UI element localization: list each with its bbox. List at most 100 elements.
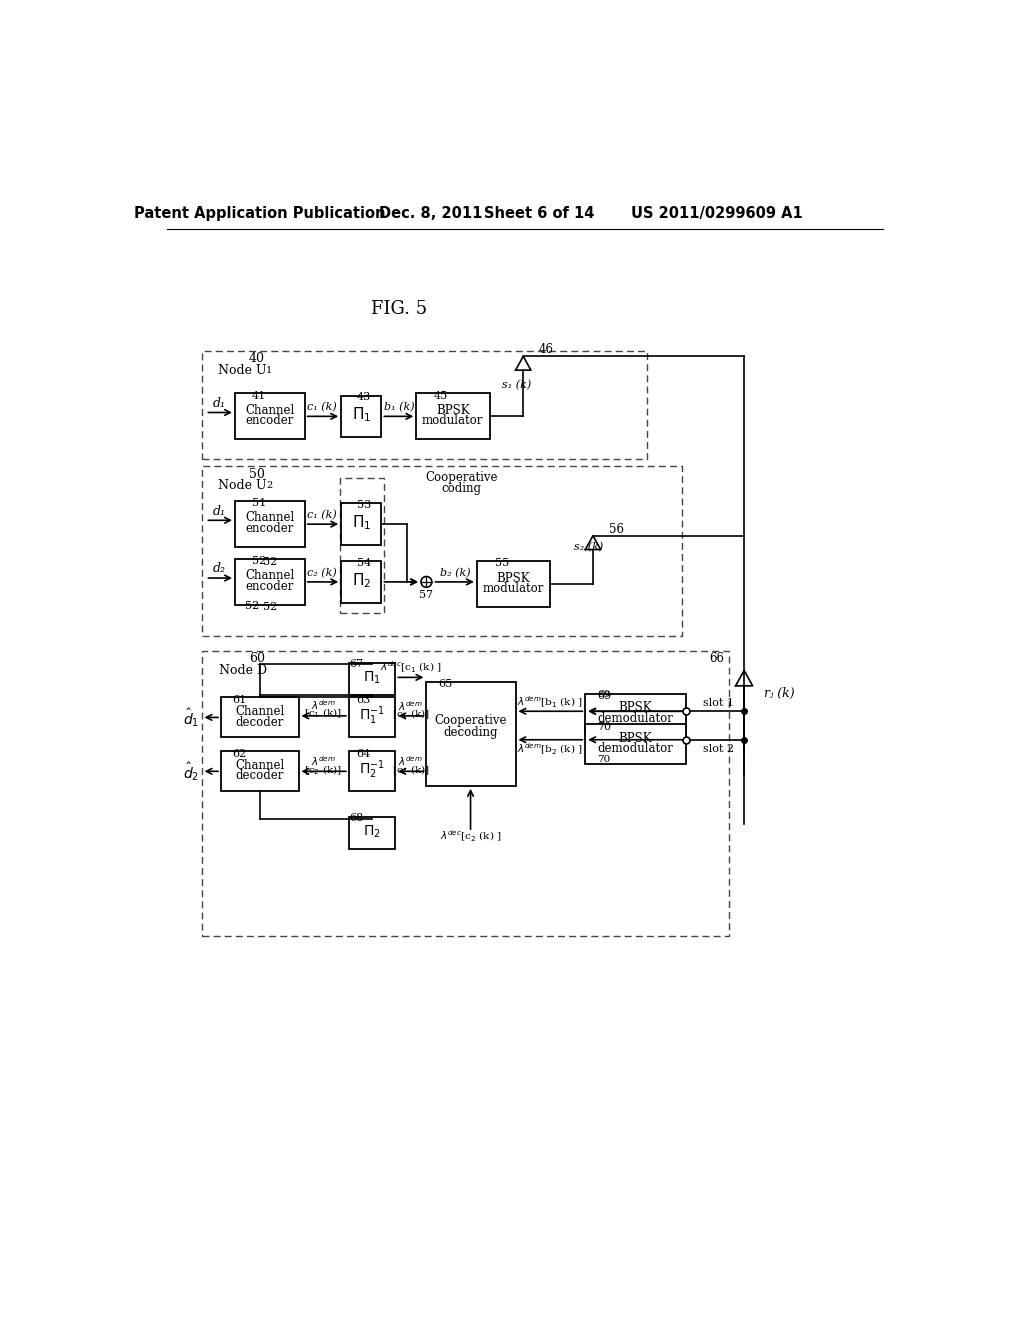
Text: $\Pi_2$: $\Pi_2$	[364, 824, 381, 840]
Text: Channel: Channel	[236, 705, 285, 718]
Bar	[417, 393, 489, 440]
Text: b₂ (k): b₂ (k)	[439, 568, 470, 578]
Bar	[234, 502, 305, 548]
Text: BPSK: BPSK	[436, 404, 470, 417]
Text: $\Pi_1$: $\Pi_1$	[351, 405, 371, 424]
Text: $\lambda^{dem}$: $\lambda^{dem}$	[398, 700, 423, 713]
Bar	[586, 693, 686, 734]
Text: c₁ (k): c₁ (k)	[307, 510, 337, 520]
Bar	[349, 663, 395, 696]
Text: d₂: d₂	[213, 562, 226, 576]
Text: Cooperative: Cooperative	[425, 471, 498, 484]
Text: $\lambda^{dem}$: $\lambda^{dem}$	[398, 755, 423, 768]
Text: 56: 56	[608, 523, 624, 536]
Text: BPSK: BPSK	[618, 731, 652, 744]
Text: [c$_2$ (k)]: [c$_2$ (k)]	[392, 763, 430, 776]
Text: $\lambda^{dec}$[c$_1$ (k) ]: $\lambda^{dec}$[c$_1$ (k) ]	[380, 660, 441, 675]
Text: d₁: d₁	[213, 397, 226, 409]
Text: modulator: modulator	[482, 582, 544, 595]
Text: coding: coding	[441, 482, 481, 495]
Text: c₂ (k): c₂ (k)	[307, 568, 337, 578]
Text: s₁ (k): s₁ (k)	[502, 380, 530, 391]
Text: 2: 2	[266, 482, 272, 490]
Text: s₂ (k): s₂ (k)	[573, 543, 603, 552]
Text: 57: 57	[419, 590, 433, 601]
Text: slot 2: slot 2	[703, 744, 734, 754]
Text: 51: 51	[252, 499, 266, 508]
Text: 50: 50	[249, 467, 265, 480]
Text: Channel: Channel	[245, 404, 295, 417]
Text: demodulator: demodulator	[598, 711, 674, 725]
Text: 40: 40	[249, 352, 265, 366]
Text: 52: 52	[245, 601, 259, 611]
Text: 41: 41	[252, 391, 266, 400]
Text: Cooperative: Cooperative	[434, 714, 507, 727]
Text: Channel: Channel	[236, 759, 285, 772]
Text: slot 1: slot 1	[703, 698, 734, 708]
Text: Node U: Node U	[218, 479, 267, 492]
Text: c₁ (k): c₁ (k)	[307, 403, 337, 412]
Text: Node U: Node U	[218, 363, 267, 376]
Text: 55: 55	[495, 558, 509, 569]
Bar	[234, 393, 305, 440]
Bar	[234, 558, 305, 605]
Text: $\hat{d}_2$: $\hat{d}_2$	[183, 760, 200, 783]
Text: $\lambda^{dem}$[b$_2$ (k) ]: $\lambda^{dem}$[b$_2$ (k) ]	[517, 742, 584, 758]
Text: $\Pi_1$: $\Pi_1$	[351, 513, 371, 532]
Text: 53: 53	[356, 500, 371, 510]
Text: Channel: Channel	[245, 511, 295, 524]
Text: $\lambda^{dem}$[b$_1$ (k) ]: $\lambda^{dem}$[b$_1$ (k) ]	[517, 694, 584, 710]
Bar	[202, 466, 682, 636]
Text: [c$_1$ (k)]: [c$_1$ (k)]	[392, 708, 430, 721]
Text: 65: 65	[438, 680, 453, 689]
Bar	[341, 396, 381, 437]
Text: 63: 63	[356, 694, 371, 705]
Bar	[202, 351, 647, 459]
Text: 46: 46	[539, 343, 554, 356]
Text: d₁: d₁	[213, 504, 226, 517]
Text: demodulator: demodulator	[598, 742, 674, 755]
Bar	[340, 478, 384, 612]
Bar	[221, 751, 299, 792]
Text: 70: 70	[597, 755, 610, 763]
Text: BPSK: BPSK	[497, 572, 530, 585]
Text: Sheet 6 of 14: Sheet 6 of 14	[483, 206, 594, 222]
Bar	[341, 503, 381, 545]
Text: decoding: decoding	[443, 726, 498, 739]
Bar	[477, 561, 550, 607]
Text: Node D: Node D	[219, 664, 267, 677]
Text: 52: 52	[263, 557, 276, 566]
Text: Patent Application Publication: Patent Application Publication	[134, 206, 385, 222]
Bar	[426, 682, 515, 785]
Text: 52: 52	[252, 556, 266, 566]
Text: US 2011/0299609 A1: US 2011/0299609 A1	[631, 206, 803, 222]
Text: 66: 66	[710, 652, 725, 665]
Text: encoder: encoder	[246, 414, 294, 428]
Bar	[202, 651, 729, 936]
Text: Dec. 8, 2011: Dec. 8, 2011	[379, 206, 482, 222]
Text: 62: 62	[232, 748, 247, 759]
Text: $\Pi_1^{-1}$: $\Pi_1^{-1}$	[359, 705, 385, 727]
Text: $\Pi_2$: $\Pi_2$	[351, 572, 371, 590]
Text: $\lambda^{dem}$: $\lambda^{dem}$	[311, 698, 336, 711]
Text: 52: 52	[263, 602, 276, 612]
Text: 69: 69	[597, 690, 610, 698]
Text: 45: 45	[434, 391, 449, 400]
Text: 68: 68	[349, 813, 364, 824]
Text: [c$_1$ (k)]: [c$_1$ (k)]	[304, 706, 342, 721]
Text: encoder: encoder	[246, 579, 294, 593]
Text: 69: 69	[597, 690, 611, 701]
Text: 64: 64	[356, 748, 371, 759]
Bar	[586, 725, 686, 764]
Text: 61: 61	[232, 694, 247, 705]
Text: FIG. 5: FIG. 5	[371, 300, 427, 318]
Text: decoder: decoder	[236, 770, 284, 783]
Text: decoder: decoder	[236, 715, 284, 729]
Bar	[341, 561, 381, 603]
Text: BPSK: BPSK	[618, 701, 652, 714]
Text: 67: 67	[349, 659, 362, 669]
Text: [c$_2$ (k)]: [c$_2$ (k)]	[304, 763, 342, 776]
Bar	[349, 751, 395, 792]
Text: b₁ (k): b₁ (k)	[384, 403, 415, 412]
Text: Channel: Channel	[245, 569, 295, 582]
